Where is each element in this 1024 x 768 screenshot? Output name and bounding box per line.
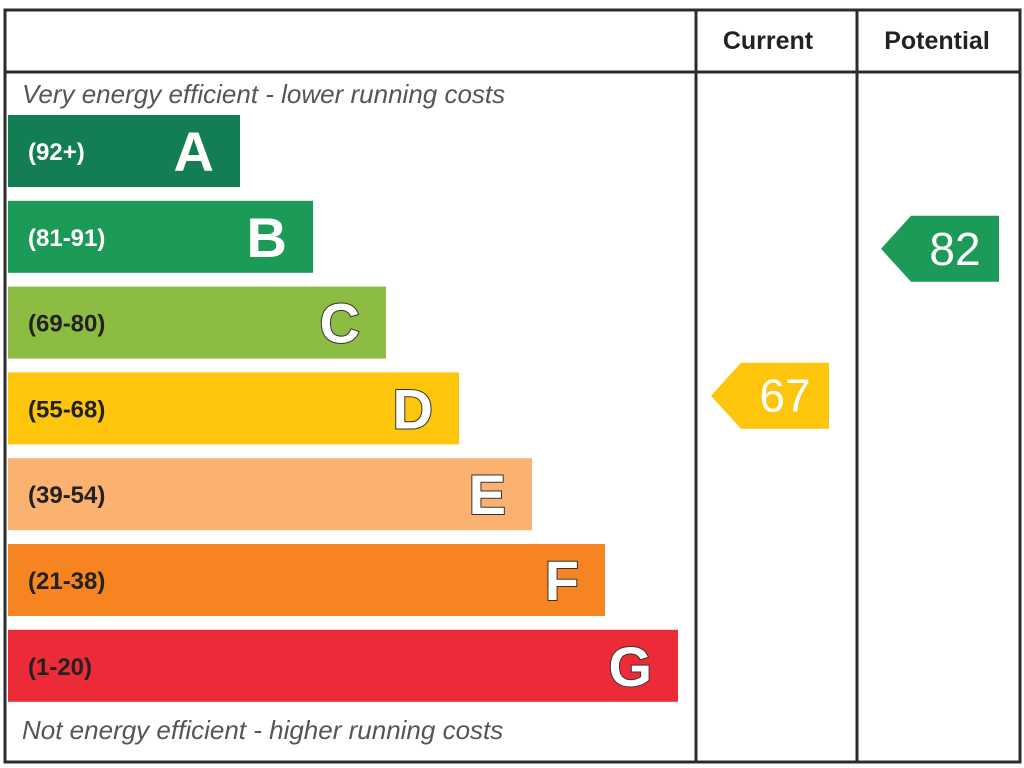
band-d: (55-68) D [8, 372, 459, 445]
band-c: (69-80) C [8, 286, 386, 359]
band-letter-f: F [545, 549, 579, 612]
band-b: (81-91) B [8, 200, 313, 273]
current-rating-arrow: 67 [711, 362, 829, 429]
band-range-a: (92+) [28, 139, 85, 166]
band-bar-d [8, 372, 459, 445]
potential-rating-value: 82 [929, 223, 980, 275]
potential-rating-arrow: 82 [881, 215, 999, 282]
current-column-header: Current [723, 27, 814, 55]
band-letter-c: C [320, 292, 360, 355]
band-letter-b: B [247, 206, 287, 269]
band-range-g: (1-20) [28, 654, 92, 681]
band-letter-a: A [174, 120, 214, 183]
band-bar-a [8, 115, 240, 187]
band-bar-f [8, 544, 605, 616]
band-range-e: (39-54) [28, 482, 105, 509]
rating-bands: (92+) A (81-91) B (69-80) C (55-68) D (39-54) E (2… [8, 115, 678, 702]
potential-column-header: Potential [884, 27, 990, 55]
current-rating-value: 67 [759, 370, 810, 422]
potential-rating-marker [881, 215, 999, 282]
bottom-note: Not energy efficient - higher running co… [22, 715, 503, 745]
band-bar-c [8, 286, 386, 359]
band-letter-e: E [469, 463, 506, 526]
band-bar-g [8, 629, 678, 702]
chart-frame [3, 8, 1022, 764]
band-range-c: (69-80) [28, 311, 105, 338]
band-bar-b [8, 200, 313, 273]
top-note: Very energy efficient - lower running co… [22, 79, 505, 109]
band-g: (1-20) G [8, 629, 678, 702]
band-range-d: (55-68) [28, 396, 105, 423]
band-range-b: (81-91) [28, 225, 105, 252]
band-letter-g: G [608, 635, 652, 698]
band-f: (21-38) F [8, 544, 605, 616]
band-letter-d: D [393, 377, 433, 440]
band-a: (92+) A [8, 115, 240, 187]
current-rating-marker [711, 362, 829, 429]
band-bar-e [8, 458, 532, 531]
rating-arrows: 67 82 [711, 215, 999, 429]
band-range-f: (21-38) [28, 568, 105, 595]
band-e: (39-54) E [8, 458, 532, 531]
